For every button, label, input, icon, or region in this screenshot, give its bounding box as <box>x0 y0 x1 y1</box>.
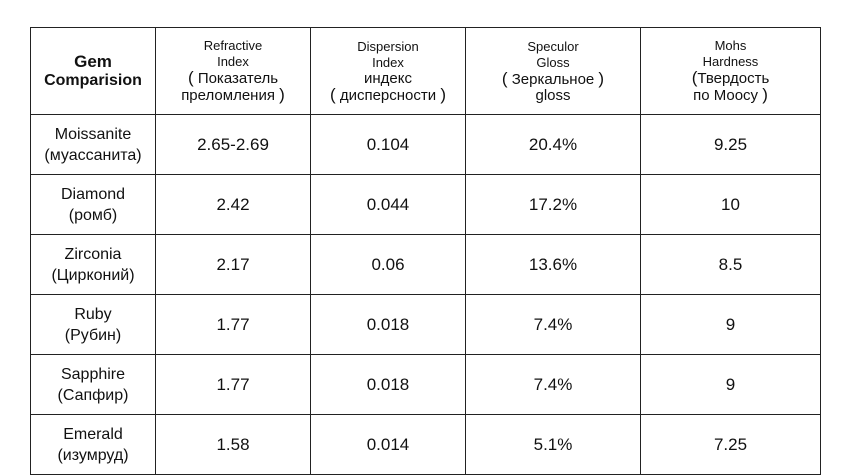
gem-name-ru: (ромб) <box>68 206 118 224</box>
gem-name-ru: (Цирконий) <box>51 266 135 284</box>
column-header-refractive-index: Refractive Index ( Показатель преломлени… <box>155 27 311 115</box>
column-header-en-line1: Speculor <box>527 38 579 54</box>
specular-gloss-cell: 5.1% <box>465 414 641 475</box>
column-header-ru-line1: Зеркальное <box>511 70 595 88</box>
mohs-hardness-cell: 9 <box>640 354 821 415</box>
dispersion-index-cell: 0.018 <box>310 294 466 355</box>
column-header-ru-line1: Твердость <box>697 70 770 87</box>
dispersion-index-cell: 0.044 <box>310 174 466 235</box>
refractive-index-cell: 1.77 <box>155 354 311 415</box>
column-header-en-line1: Refractive <box>203 38 263 53</box>
column-header-ru-line2: преломления <box>181 87 275 104</box>
refractive-index-cell: 1.58 <box>155 414 311 475</box>
column-header-en-line1: Mohs <box>714 38 747 53</box>
column-header-dispersion-index: Dispersion Index индекс ( дисперсности ) <box>310 27 466 115</box>
specular-gloss-cell: 7.4% <box>465 354 641 415</box>
gem-name-cell: Sapphire (Сапфир) <box>30 354 156 415</box>
gem-name-cell: Diamond (ромб) <box>30 174 156 235</box>
specular-gloss-cell: 7.4% <box>465 294 641 355</box>
gem-name-cell: Moissanite (муассанита) <box>30 114 156 175</box>
gem-comparison-table: Gem Comparision Refractive Index ( Показ… <box>30 27 821 475</box>
header-row: Gem Comparision Refractive Index ( Показ… <box>30 27 821 115</box>
gem-name: Emerald <box>63 425 123 443</box>
column-header-ru-line2: по Моосу <box>693 87 759 104</box>
table-row: Diamond (ромб) 2.42 0.044 17.2% 10 <box>30 174 821 235</box>
gem-name: Sapphire <box>60 365 126 383</box>
table-row: Zirconia (Цирконий) 2.17 0.06 13.6% 8.5 <box>30 234 821 295</box>
specular-gloss-cell: 17.2% <box>465 174 641 235</box>
column-header-en-line2: Hardness <box>702 54 759 69</box>
gem-name-ru: (Рубин) <box>64 326 122 344</box>
column-header-en-line2: Index <box>217 54 249 69</box>
gem-name-ru: (изумруд) <box>57 446 129 464</box>
dispersion-index-cell: 0.014 <box>310 414 466 475</box>
mohs-hardness-cell: 10 <box>640 174 821 235</box>
mohs-hardness-cell: 9 <box>640 294 821 355</box>
column-header-ru-line1: индекс <box>364 69 412 87</box>
table-row: Emerald (изумруд) 1.58 0.014 5.1% 7.25 <box>30 414 821 475</box>
gem-name-ru: (муассанита) <box>44 146 142 164</box>
gem-name: Moissanite <box>54 125 132 143</box>
mohs-hardness-cell: 9.25 <box>640 114 821 175</box>
column-header-en-line1: Dispersion <box>357 38 419 54</box>
refractive-index-cell: 1.77 <box>155 294 311 355</box>
gem-name-cell: Emerald (изумруд) <box>30 414 156 475</box>
column-header-en-line2: Gloss <box>536 54 570 70</box>
column-header-ru-line1: Показатель <box>197 70 279 87</box>
column-header-specular-gloss: Speculor Gloss ( Зеркальное ) gloss <box>465 27 641 115</box>
mohs-hardness-cell: 7.25 <box>640 414 821 475</box>
corner-subtitle: Comparision <box>44 72 142 89</box>
gem-name: Zirconia <box>64 245 122 263</box>
refractive-index-cell: 2.65-2.69 <box>155 114 311 175</box>
specular-gloss-cell: 20.4% <box>465 114 641 175</box>
mohs-hardness-cell: 8.5 <box>640 234 821 295</box>
table-row: Ruby (Рубин) 1.77 0.018 7.4% 9 <box>30 294 821 355</box>
dispersion-index-cell: 0.104 <box>310 114 466 175</box>
gem-name-ru: (Сапфир) <box>57 386 129 404</box>
column-header-mohs-hardness: Mohs Hardness (Твердость по Моосу ) <box>640 27 821 115</box>
column-header-en-line2: Index <box>372 54 404 70</box>
gem-name: Diamond <box>60 185 126 203</box>
table-row: Sapphire (Сапфир) 1.77 0.018 7.4% 9 <box>30 354 821 415</box>
gem-name-cell: Ruby (Рубин) <box>30 294 156 355</box>
dispersion-index-cell: 0.06 <box>310 234 466 295</box>
column-header-ru-line2: gloss <box>535 86 571 104</box>
gem-name-cell: Zirconia (Цирконий) <box>30 234 156 295</box>
corner-header: Gem Comparision <box>30 27 156 115</box>
corner-title: Gem <box>74 52 112 71</box>
column-header-ru-line2: дисперсности <box>339 86 437 104</box>
refractive-index-cell: 2.17 <box>155 234 311 295</box>
dispersion-index-cell: 0.018 <box>310 354 466 415</box>
specular-gloss-cell: 13.6% <box>465 234 641 295</box>
gem-name: Ruby <box>74 305 112 323</box>
refractive-index-cell: 2.42 <box>155 174 311 235</box>
table-row: Moissanite (муассанита) 2.65-2.69 0.104 2… <box>30 114 821 175</box>
